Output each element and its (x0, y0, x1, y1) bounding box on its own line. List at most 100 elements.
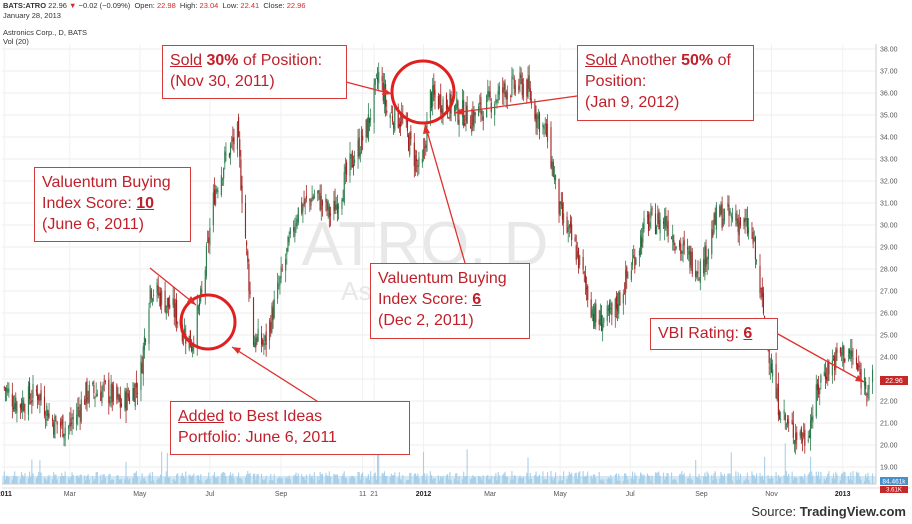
candle-body (317, 191, 319, 194)
candle-body (751, 228, 753, 230)
volume-bar (729, 473, 731, 484)
volume-bar (228, 475, 230, 484)
volume-bar (72, 475, 74, 484)
volume-bar (153, 480, 155, 484)
candle-body (788, 422, 790, 423)
volume-bar (63, 476, 65, 484)
candle-body (504, 83, 506, 90)
volume-bar (421, 475, 423, 484)
candle-body (135, 382, 137, 388)
volume-bar (519, 475, 521, 484)
candle-body (816, 383, 818, 390)
candle-body (288, 237, 290, 243)
volume-bar (141, 473, 143, 484)
volume-bar (422, 452, 425, 484)
y-tick-label: 29.00 (880, 245, 898, 252)
candle-body (566, 216, 568, 233)
candle-body (561, 203, 564, 220)
candle-body (791, 420, 793, 425)
volume-bar (599, 480, 601, 484)
candle-body (182, 336, 185, 338)
candle-body (801, 438, 804, 442)
candle-body (3, 387, 5, 389)
candle-body (12, 407, 15, 410)
candle-body (257, 328, 259, 342)
volume-bar (619, 480, 621, 484)
volume-bar (79, 474, 81, 484)
candle-body (687, 247, 689, 250)
candle-body (850, 350, 852, 359)
volume-bar (53, 472, 55, 484)
candle-body (607, 308, 609, 311)
candle-body (867, 388, 869, 398)
volume-bar (197, 475, 199, 484)
volume-bar (86, 475, 88, 484)
candle-body (366, 118, 368, 138)
volume-tag: 84.461k (882, 479, 906, 486)
candle-body (136, 392, 139, 394)
candle-body (598, 319, 600, 325)
candle-body (432, 85, 434, 107)
volume-bar (239, 477, 241, 484)
volume-bar (125, 461, 127, 484)
candle-body (413, 142, 415, 167)
volume-bar (247, 471, 249, 484)
volume-bar (736, 480, 738, 484)
volume-bar (865, 473, 867, 484)
volume-bar (319, 471, 321, 484)
volume-bar (68, 477, 70, 484)
volume-bar (256, 474, 258, 484)
volume-bar (534, 475, 536, 484)
candle-body (706, 258, 708, 264)
candle-body (84, 399, 86, 405)
candle-body (95, 393, 97, 397)
volume-bar (607, 477, 609, 484)
volume-bar (625, 473, 627, 484)
volume-bar (855, 471, 858, 484)
volume-bar (498, 475, 500, 484)
candle-body (264, 335, 266, 341)
volume-bar (24, 473, 26, 484)
candle-body (796, 432, 798, 441)
candle-body (544, 123, 546, 125)
volume-bar (236, 477, 239, 484)
volume-bar (413, 473, 415, 484)
candle-body (126, 389, 128, 410)
volume-bar (456, 473, 458, 484)
candle-body (256, 336, 258, 344)
volume-bar (488, 479, 490, 484)
volume-bar (530, 478, 533, 484)
volume-bar (262, 479, 264, 484)
volume-bar (117, 475, 119, 484)
volume-bar (286, 476, 288, 484)
volume-bar (410, 472, 412, 484)
volume-bar (743, 480, 745, 484)
volume-bar (69, 479, 71, 484)
volume-bar (116, 475, 118, 484)
volume-bar (311, 475, 313, 484)
volume-bar (14, 471, 16, 484)
volume-bar (836, 474, 838, 484)
volume-bar (341, 476, 343, 484)
volume-bar (437, 475, 439, 484)
candle-body (249, 290, 251, 295)
candle-body (201, 290, 203, 292)
callout-vbi10-line1: Valuentum Buying (42, 174, 171, 191)
candle-body (55, 420, 57, 421)
volume-bar (345, 478, 348, 484)
candle-body (866, 393, 868, 395)
volume-bar (698, 474, 700, 484)
volume-bar (208, 472, 210, 484)
candle-body (705, 246, 707, 267)
high-value: 23.04 (199, 1, 219, 10)
volume-bar (304, 480, 306, 484)
candle-body (586, 287, 588, 290)
candle-body (855, 357, 858, 365)
candle-body (828, 361, 830, 375)
candle-body (134, 384, 136, 407)
volume-bar (382, 473, 384, 484)
volume-bar (638, 479, 640, 484)
candle-body (22, 399, 24, 412)
candle-body (362, 135, 364, 141)
candle-body (778, 412, 781, 419)
